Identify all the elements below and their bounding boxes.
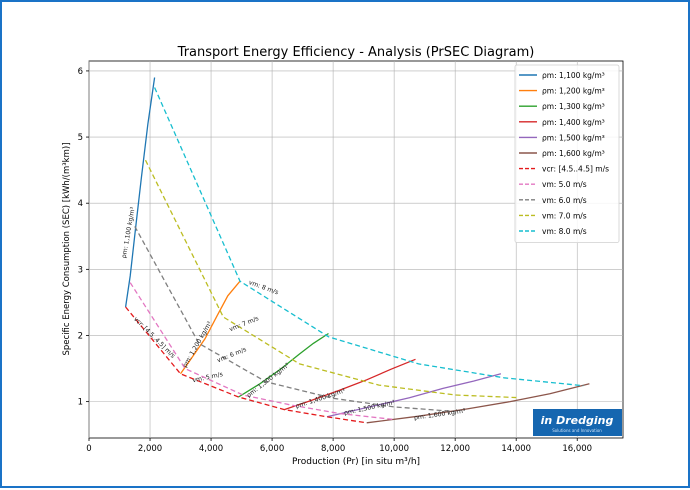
- x-tick-label: 4,000: [199, 444, 223, 454]
- y-tick-label: 1: [78, 398, 83, 408]
- y-tick-label: 5: [78, 133, 83, 143]
- x-tick-label: 16,000: [562, 444, 592, 454]
- legend-label: vcr: [4.5..4.5] m/s: [542, 165, 609, 174]
- legend-label: ρm: 1,100 kg/m³: [542, 71, 605, 80]
- chart-title: Transport Energy Efficiency - Analysis (…: [177, 45, 535, 60]
- logo-name: in Dredging: [541, 414, 614, 427]
- legend-label: ρm: 1,400 kg/m³: [542, 118, 605, 127]
- y-tick-label: 3: [78, 265, 83, 275]
- density-series-line: [284, 358, 416, 411]
- velocity-series-line: [129, 282, 395, 421]
- critical-velocity-line: [125, 306, 367, 424]
- density-series-line: [238, 332, 329, 398]
- x-tick-label: 8,000: [321, 444, 345, 454]
- legend-label: ρm: 1,300 kg/m³: [542, 102, 605, 111]
- legend: ρm: 1,100 kg/m³ ρm: 1,200 kg/m³ ρm: 1,300 …: [514, 64, 620, 244]
- x-tick-label: 14,000: [501, 444, 531, 454]
- velocity-series-line: [144, 159, 520, 399]
- logo: in Dredging Solutions and Innovation: [533, 409, 622, 436]
- x-axis: 0 2,000 4,000 6,000 8,000 10,000 12,000 14,000 1…: [86, 438, 592, 454]
- legend-label: vm: 7.0 m/s: [542, 211, 587, 220]
- density-series-line: [326, 373, 502, 418]
- y-axis: 1 2 3 4 5 6: [78, 67, 89, 408]
- x-tick-label: 6,000: [260, 444, 284, 454]
- series-group: [124, 77, 590, 424]
- density-series-line: [179, 280, 241, 375]
- x-tick-label: 12,000: [440, 444, 470, 454]
- legend-label: vm: 8.0 m/s: [542, 227, 587, 236]
- x-tick-label: 10,000: [379, 444, 409, 454]
- x-axis-label: Production (Pr) [in situ m³/h]: [292, 457, 420, 467]
- y-tick-label: 4: [78, 199, 83, 209]
- legend-label: vm: 6.0 m/s: [542, 196, 587, 205]
- legend-label: ρm: 1,200 kg/m³: [542, 87, 605, 96]
- x-tick-label: 0: [86, 444, 91, 454]
- velocity-series-line: [154, 87, 584, 387]
- y-tick-label: 6: [78, 67, 83, 77]
- y-tick-label: 2: [78, 331, 83, 341]
- density-series-line: [124, 77, 156, 308]
- logo-tagline: Solutions and Innovation: [552, 428, 602, 433]
- density-series-line: [366, 383, 590, 424]
- x-tick-label: 2,000: [138, 444, 162, 454]
- y-axis-label: Specific Energy Consumption (SEC) [kWh/(…: [62, 142, 72, 355]
- legend-label: ρm: 1,500 kg/m³: [542, 133, 605, 142]
- legend-label: vm: 5.0 m/s: [542, 180, 587, 189]
- legend-box: [514, 64, 620, 244]
- legend-label: ρm: 1,600 kg/m³: [542, 149, 605, 158]
